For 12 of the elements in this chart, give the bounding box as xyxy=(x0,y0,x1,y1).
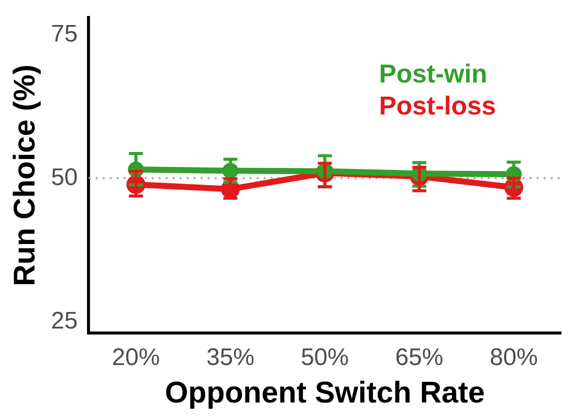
x-tick-label: 65% xyxy=(395,344,444,372)
text: Post-win xyxy=(378,58,488,89)
y-tick-label: 25 xyxy=(50,307,78,334)
x-axis-title: Opponent Switch Rate xyxy=(164,376,485,410)
x-tick-label: 35% xyxy=(206,344,254,372)
text: Post-loss xyxy=(378,90,496,121)
x-tick-label: 80% xyxy=(490,344,538,372)
x-tick-label: 50% xyxy=(300,344,349,372)
x-tick-label: 20% xyxy=(112,344,160,372)
y-tick-label: 75 xyxy=(50,20,78,48)
y-axis-title: Run Choice (%) xyxy=(8,64,42,286)
y-tick-label: 50 xyxy=(50,164,78,191)
